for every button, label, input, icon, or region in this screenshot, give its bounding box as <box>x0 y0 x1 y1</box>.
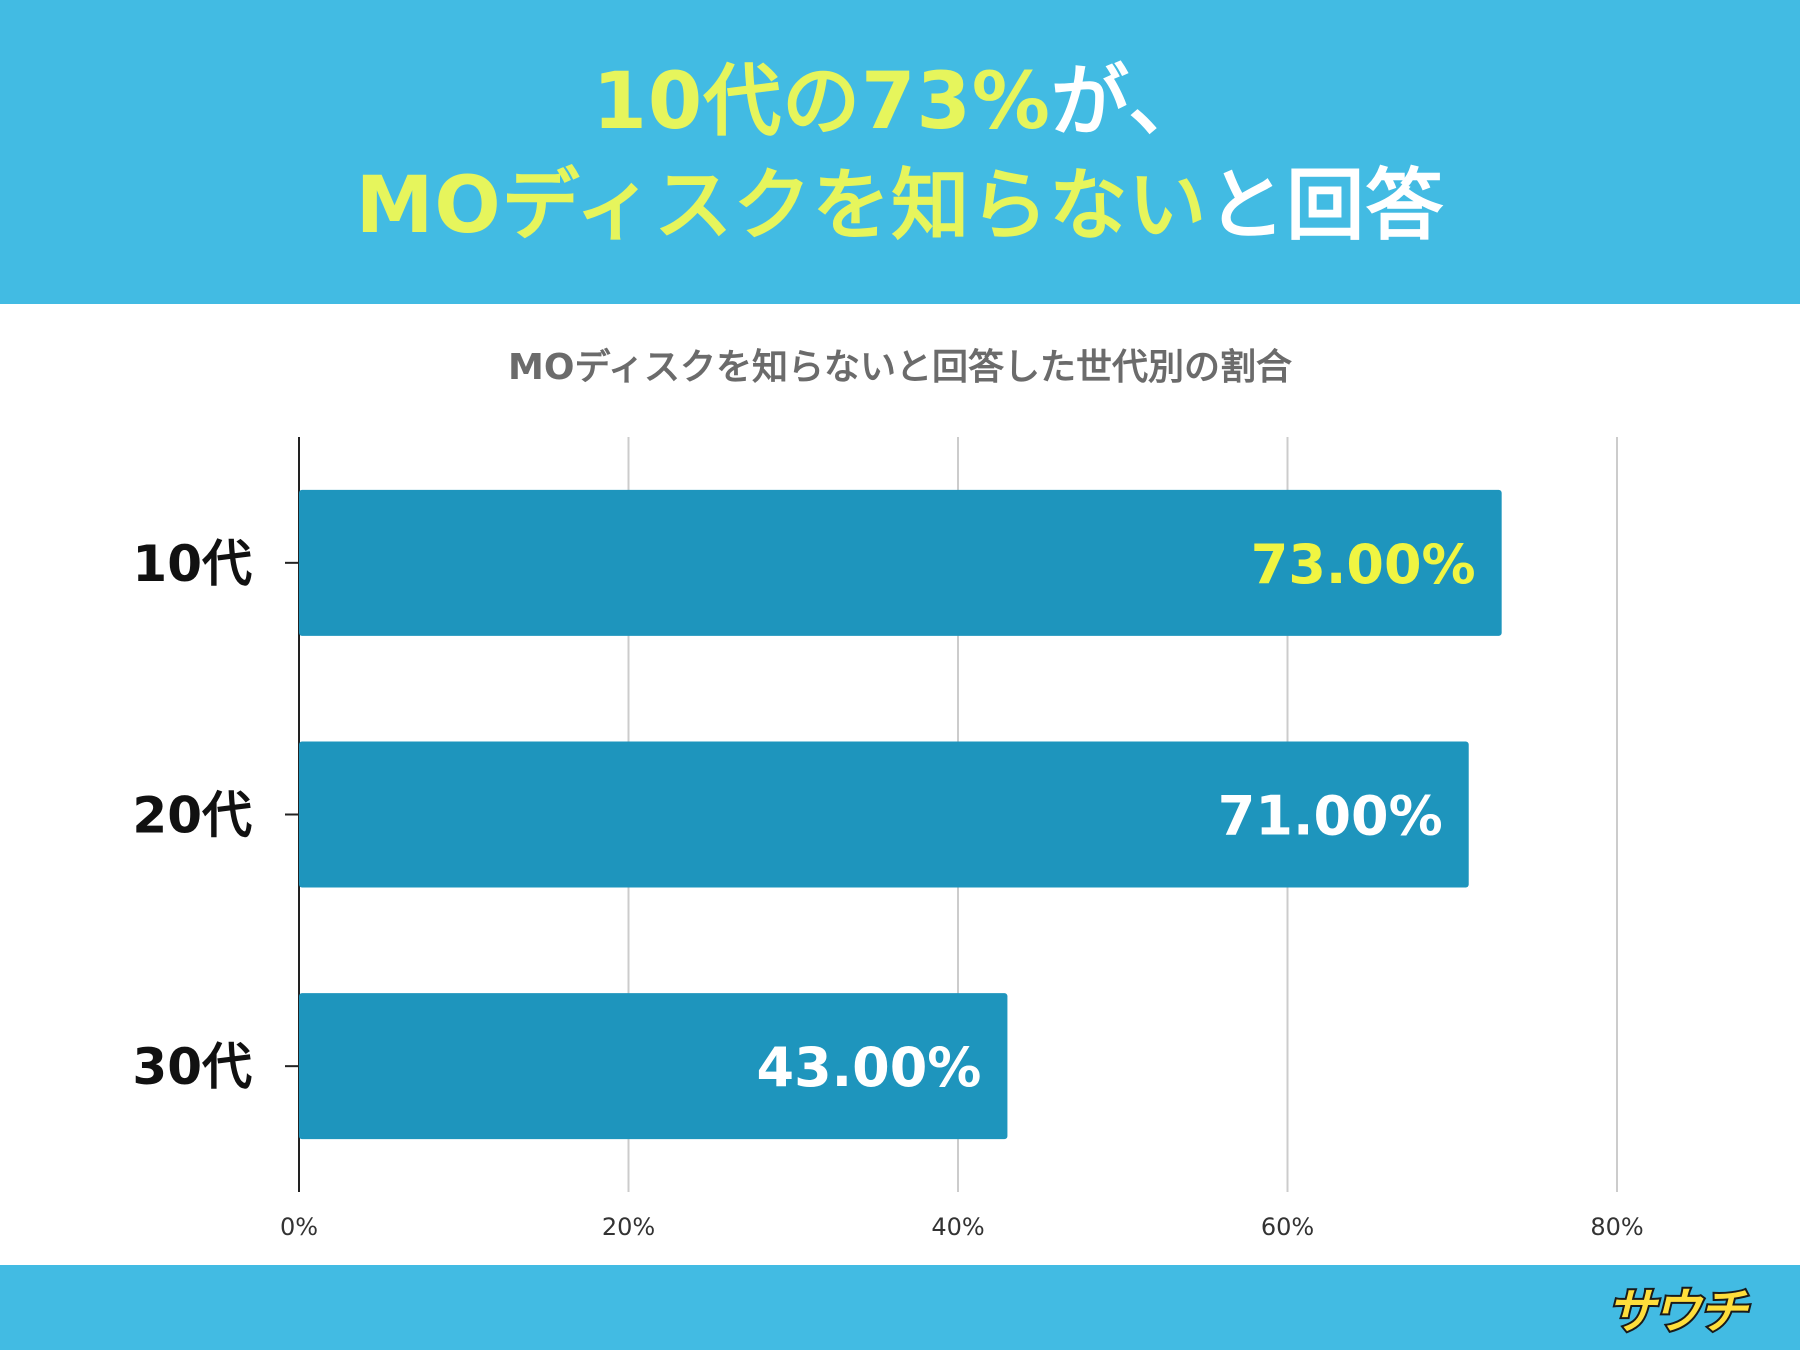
bar <box>299 489 1502 636</box>
x-tick-label: 60% <box>1261 1213 1314 1241</box>
x-tick-label: 40% <box>931 1213 984 1241</box>
chart-title: MOディスクを知らないと回答した世代別の割合 <box>508 347 1292 388</box>
bar <box>299 993 1008 1140</box>
x-tick-label: 80% <box>1590 1213 1643 1241</box>
headline-line-2: MOディスクを知らないと回答 <box>0 156 1800 256</box>
data-label: 73.00% <box>1251 533 1476 596</box>
headline-text: と回答 <box>1207 161 1445 251</box>
data-label: 71.00% <box>1218 785 1443 848</box>
logo-text: サウチ <box>1605 1282 1749 1342</box>
headline-line-1: 10代の73%が、 <box>0 52 1800 152</box>
header-banner <box>0 0 1800 304</box>
category-label: 10代 <box>132 535 252 593</box>
x-tick-label: 0% <box>280 1213 318 1241</box>
category-label: 30代 <box>132 1038 252 1096</box>
headline-text: が、 <box>1050 57 1208 147</box>
category-label: 20代 <box>132 787 252 845</box>
x-tick-label: 20% <box>602 1213 655 1241</box>
logo: サウチ <box>1605 1272 1749 1342</box>
data-label: 43.00% <box>757 1036 982 1099</box>
bar <box>299 741 1469 888</box>
footer-banner <box>0 1265 1800 1350</box>
headline-highlight: 10代の73% <box>592 57 1051 147</box>
headline-highlight: MOディスクを知らない <box>355 161 1208 251</box>
bar-chart: 0% 20% 40% 60% 80% 10代 73.00% 20代 71.00% 30代 43.00… <box>132 437 1644 1241</box>
